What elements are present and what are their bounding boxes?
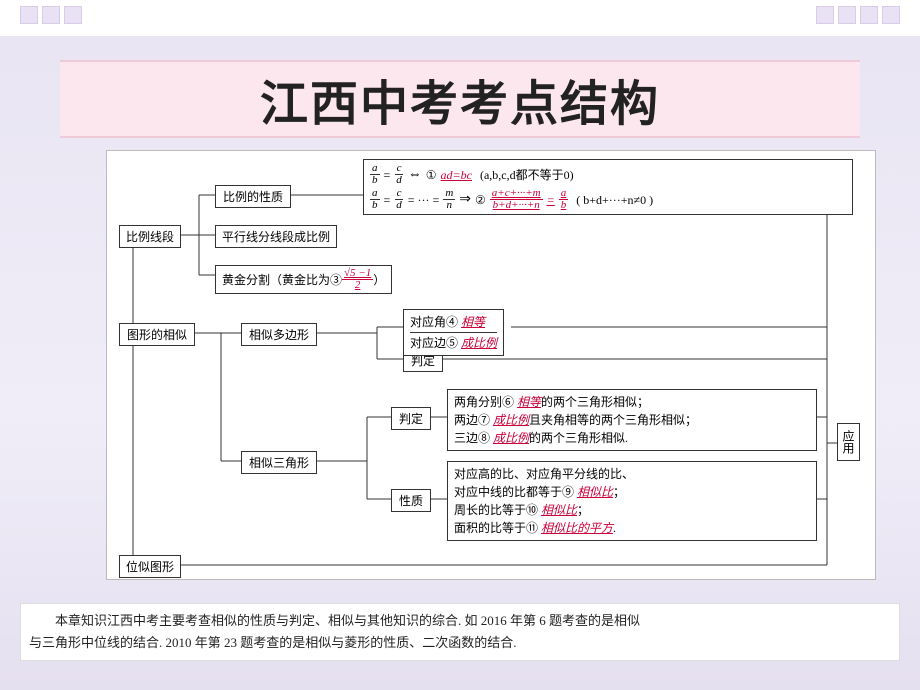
footnote-box: 本章知识江西中考主要考查相似的性质与判定、相似与其他知识的综合. 如 2016 … bbox=[20, 603, 900, 661]
node-homothetic: 位似图形 bbox=[119, 555, 181, 578]
node-similar-polygon: 相似多边形 bbox=[241, 323, 317, 346]
node-similar-triangle: 相似三角形 bbox=[241, 451, 317, 474]
title-bar: 江西中考考点结构 bbox=[60, 60, 860, 138]
formula-adbc: ad=bc bbox=[441, 166, 472, 184]
mathbox-triangle-determine: 两角分别⑥ 相等的两个三角形相似； 两边⑦ 成比例且夹角相等的两个三角形相似； … bbox=[447, 389, 817, 451]
mathbox-polygon-properties: 对应角④ 相等 对应边⑤ 成比例 bbox=[403, 309, 504, 356]
node-application: 应用 bbox=[837, 423, 860, 461]
deco-squares-right bbox=[816, 6, 900, 24]
node-similar-figures: 图形的相似 bbox=[119, 323, 195, 346]
node-triangle-property: 性质 bbox=[391, 489, 431, 512]
footnote-line-1: 本章知识江西中考主要考查相似的性质与判定、相似与其他知识的综合. 如 2016 … bbox=[29, 610, 891, 632]
golden-label-post: ） bbox=[373, 271, 385, 288]
node-triangle-determine: 判定 bbox=[391, 407, 431, 430]
node-parallel-lines-proportional: 平行线分线段成比例 bbox=[215, 225, 337, 248]
page-title: 江西中考考点结构 bbox=[260, 64, 660, 134]
footnote-line-2: 与三角形中位线的结合. 2010 年第 23 题考查的是相似与菱形的性质、二次函… bbox=[29, 632, 891, 654]
golden-fraction: √5 −1 2 bbox=[342, 268, 373, 291]
mathbox-proportion-formulas: ab = cd ⇔ ① ad=bc (a,b,c,d都不等于0) ab = cd… bbox=[363, 159, 853, 215]
mathbox-triangle-property: 对应高的比、对应角平分线的比、 对应中线的比都等于⑨ 相似比； 周长的比等于⑩ … bbox=[447, 461, 817, 541]
top-white-band bbox=[0, 0, 920, 36]
deco-squares-left bbox=[20, 6, 82, 24]
node-proportion-segment: 比例线段 bbox=[119, 225, 181, 248]
golden-label-pre: 黄金分割（黄金比为③ bbox=[222, 271, 342, 288]
concept-diagram: 比例线段 图形的相似 位似图形 比例的性质 平行线分线段成比例 黄金分割（黄金比… bbox=[106, 150, 876, 580]
node-golden-ratio: 黄金分割（黄金比为③ √5 −1 2 ） bbox=[215, 265, 392, 294]
node-proportion-property: 比例的性质 bbox=[215, 185, 291, 208]
